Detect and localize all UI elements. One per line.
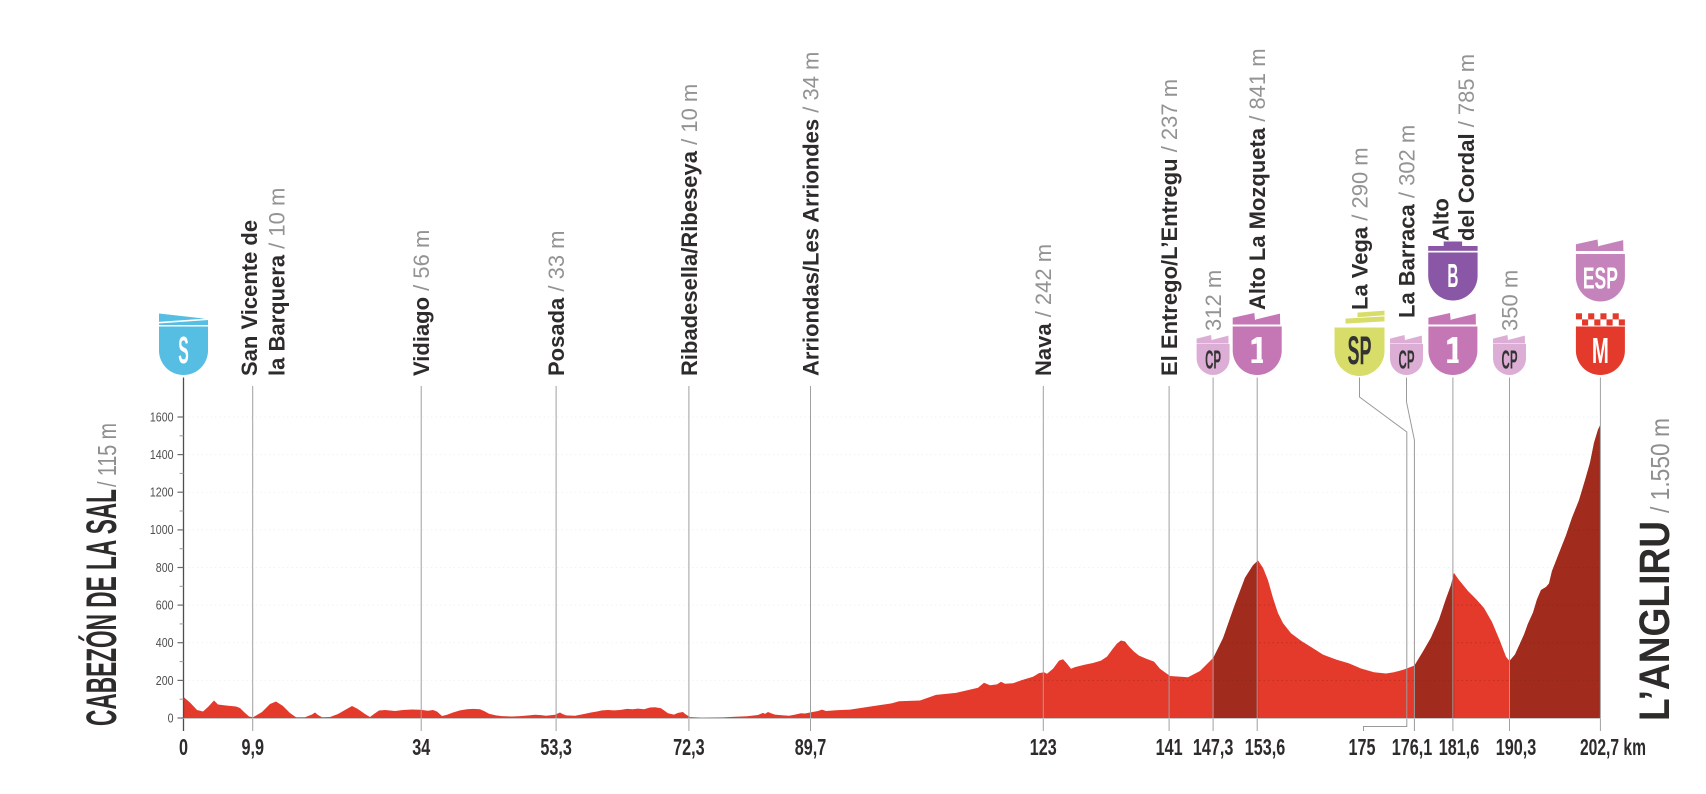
svg-text:350 m: 350 m (1497, 270, 1522, 331)
svg-text:1000: 1000 (150, 523, 174, 537)
svg-text:89,7: 89,7 (795, 734, 827, 760)
svg-text:176,1: 176,1 (1392, 734, 1433, 760)
svg-text:53,3: 53,3 (540, 734, 572, 760)
svg-text:El Entrego/L’Entregu / 237 m: El Entrego/L’Entregu / 237 m (1157, 79, 1182, 376)
svg-text:CABEZÓN DE LA SAL: CABEZÓN DE LA SAL (77, 489, 126, 726)
svg-text:1400: 1400 (150, 448, 174, 462)
svg-text:0: 0 (179, 734, 188, 760)
svg-text:Ribadesella/Ribeseya / 10 m: Ribadesella/Ribeseya / 10 m (677, 84, 702, 376)
svg-text:200: 200 (156, 674, 174, 688)
svg-text:Nava / 242 m: Nava / 242 m (1031, 244, 1056, 376)
svg-text:ESP: ESP (1583, 261, 1618, 296)
svg-text:Alto: Alto (1428, 198, 1453, 241)
svg-text:CP: CP (1205, 345, 1221, 375)
svg-text:175: 175 (1349, 734, 1376, 760)
svg-text:La Vega / 290 m: La Vega / 290 m (1347, 147, 1372, 310)
svg-text:1200: 1200 (150, 486, 174, 500)
svg-text:CP: CP (1502, 345, 1518, 375)
svg-text:CP: CP (1399, 345, 1415, 375)
svg-text:800: 800 (156, 561, 174, 575)
svg-text:141: 141 (1156, 734, 1183, 760)
svg-text:M: M (1592, 330, 1609, 371)
svg-text:SP: SP (1348, 329, 1372, 373)
svg-text:San Vicente de: San Vicente de (237, 220, 262, 376)
svg-text:Vidiago / 56 m: Vidiago / 56 m (409, 230, 434, 376)
svg-text:202,7 km: 202,7 km (1580, 734, 1646, 760)
svg-text:34: 34 (412, 734, 430, 760)
svg-text:/ 1.550 m: / 1.550 m (1645, 418, 1675, 513)
svg-text:72,3: 72,3 (673, 734, 705, 760)
svg-text:147,3: 147,3 (1193, 734, 1234, 760)
svg-text:La Barraca / 302 m: La Barraca / 302 m (1394, 125, 1419, 318)
svg-text:0: 0 (168, 711, 174, 725)
svg-text:S: S (178, 330, 189, 372)
svg-text:/ 115 m: / 115 m (92, 423, 122, 487)
svg-text:Posada / 33 m: Posada / 33 m (544, 230, 569, 376)
svg-text:1600: 1600 (150, 410, 174, 424)
svg-text:123: 123 (1030, 734, 1057, 760)
svg-text:Arriondas/Les Arriondes / 34 m: Arriondas/Les Arriondes / 34 m (798, 52, 823, 376)
svg-text:181,6: 181,6 (1439, 734, 1480, 760)
svg-text:153,6: 153,6 (1245, 734, 1286, 760)
svg-text:600: 600 (156, 599, 174, 613)
svg-text:del Cordal / 785 m: del Cordal / 785 m (1454, 54, 1479, 241)
svg-text:L’ANGLIRU: L’ANGLIRU (1631, 521, 1679, 721)
svg-text:la Barquera / 10 m: la Barquera / 10 m (264, 188, 289, 376)
svg-text:190,3: 190,3 (1496, 734, 1537, 760)
svg-text:312 m: 312 m (1201, 270, 1226, 331)
svg-text:B: B (1447, 257, 1458, 294)
svg-text:400: 400 (156, 636, 174, 650)
svg-text:Alto La Mozqueta / 841 m: Alto La Mozqueta / 841 m (1245, 48, 1270, 310)
svg-text:9,9: 9,9 (241, 734, 264, 760)
